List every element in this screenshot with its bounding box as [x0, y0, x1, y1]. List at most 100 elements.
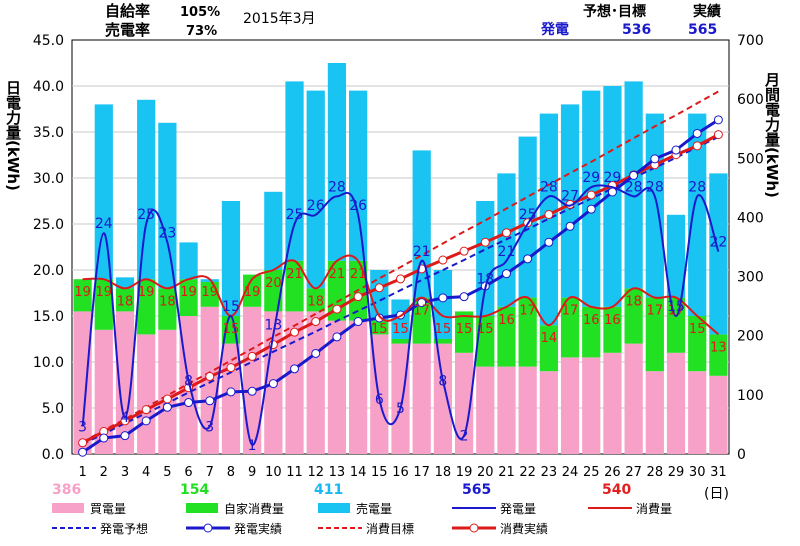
bar-segment	[454, 352, 474, 454]
bar-segment	[306, 288, 325, 312]
bar-segment	[476, 201, 495, 316]
bar-segment	[306, 311, 325, 454]
x-tick-label: 1	[78, 465, 86, 480]
generation-data-label: 15	[222, 299, 240, 315]
marker	[141, 405, 151, 415]
consumption-data-label: 21	[350, 267, 367, 282]
bar-segment	[158, 329, 177, 454]
right-tick-label: 700	[737, 33, 764, 49]
x-tick-label: 17	[413, 465, 430, 480]
bar-segment	[518, 297, 537, 367]
consumption-data-label: 18	[307, 294, 324, 309]
bar-segment	[624, 81, 643, 289]
generation-data-label: 8	[438, 373, 447, 389]
x-tick-label: 8	[227, 465, 235, 480]
generation-data-label: 26	[349, 198, 367, 214]
right-tick-label: 500	[737, 151, 764, 167]
marker	[268, 379, 278, 389]
consumption-data-label: 19	[201, 285, 218, 300]
legend-label: 発電実績	[234, 521, 282, 536]
consumption-data-label: 15	[392, 322, 409, 337]
generation-forecast-value: 536	[622, 22, 651, 38]
generation-data-label: 1	[248, 438, 257, 454]
consumption-data-label: 17	[647, 304, 664, 319]
sell-ratio-label: 売電率	[105, 21, 150, 39]
consumption-data-label: 19	[96, 285, 113, 300]
bar-segment	[285, 260, 304, 312]
x-tick-label: 21	[498, 465, 515, 480]
x-tick-label: 13	[329, 465, 346, 480]
bar-segment	[560, 297, 580, 358]
sold-total: 411	[314, 482, 343, 498]
bar-segment	[582, 306, 601, 358]
generation-data-label: 2	[460, 429, 469, 445]
marker	[607, 187, 617, 197]
generation-data-label: 22	[709, 235, 727, 251]
x-tick-label: 19	[456, 465, 473, 480]
x-tick-label: 4	[142, 465, 150, 480]
bar-segment	[221, 343, 241, 454]
consumption-data-label: 16	[583, 313, 600, 328]
consumption-data-label: 17	[413, 304, 430, 319]
bar-segment	[603, 306, 622, 353]
bar-segment	[243, 274, 262, 307]
bar-segment	[179, 242, 198, 280]
consumption-data-label: 17	[519, 304, 536, 319]
generation-label: 発電	[540, 21, 569, 38]
bar-segment	[137, 99, 156, 280]
x-tick-label: 18	[435, 465, 452, 480]
bar-segment	[94, 104, 113, 280]
generated-total: 565	[462, 482, 491, 498]
bar-segment	[73, 279, 92, 312]
generation-data-label: 29	[582, 170, 600, 186]
consumption-data-label: 13	[710, 340, 727, 355]
x-tick-label: 20	[477, 465, 494, 480]
legend-item: 売電量	[318, 501, 392, 516]
generation-data-label: 8	[184, 373, 193, 389]
consumption-data-label: 15	[456, 322, 473, 337]
generation-data-label: 25	[286, 207, 304, 223]
marker	[586, 204, 596, 214]
consumption-data-label: 18	[117, 294, 134, 309]
bar-segment	[285, 81, 304, 261]
generation-data-label: 25	[137, 207, 155, 223]
bar-segment	[348, 90, 368, 261]
consumption-data-label: 20	[265, 276, 282, 291]
bar-segment	[264, 270, 283, 312]
bar-segment	[412, 297, 431, 344]
bar-segment	[709, 173, 728, 335]
consumption-data-label: 17	[668, 304, 685, 319]
marker	[162, 402, 172, 412]
marker	[523, 254, 533, 264]
x-tick-label: 9	[248, 465, 256, 480]
generation-data-label: 27	[561, 189, 579, 205]
bar-segment	[412, 343, 431, 454]
sell-ratio-value: 73%	[186, 24, 217, 39]
legend-swatch	[186, 503, 218, 513]
marker	[290, 327, 300, 337]
left-tick-label: 10.0	[33, 355, 64, 371]
legend-swatch	[52, 503, 84, 513]
consumption-data-label: 15	[689, 322, 706, 337]
left-tick-label: 25.0	[33, 217, 64, 233]
x-tick-label: 28	[647, 465, 664, 480]
forecast-target-header: 予想･目標	[583, 3, 646, 20]
right-tick-label: 400	[737, 210, 764, 226]
marker	[205, 372, 215, 382]
bar-segment	[158, 122, 177, 289]
consumption-daily-line	[82, 254, 720, 336]
marker	[311, 317, 321, 327]
legend-item: 発電実績	[186, 521, 282, 536]
bar-segment	[688, 113, 707, 316]
generation-data-label: 4	[121, 410, 130, 426]
legend-label: 消費目標	[366, 521, 414, 536]
marker	[311, 348, 321, 358]
legend-item: 消費量	[588, 501, 672, 516]
consumption-data-label: 18	[625, 294, 642, 309]
left-tick-label: 5.0	[42, 401, 64, 417]
consumption-data-label: 19	[74, 285, 91, 300]
consumption-data-label: 21	[329, 267, 346, 282]
marker	[501, 228, 511, 238]
consumption-data-label: 19	[180, 285, 197, 300]
marker	[247, 351, 257, 361]
